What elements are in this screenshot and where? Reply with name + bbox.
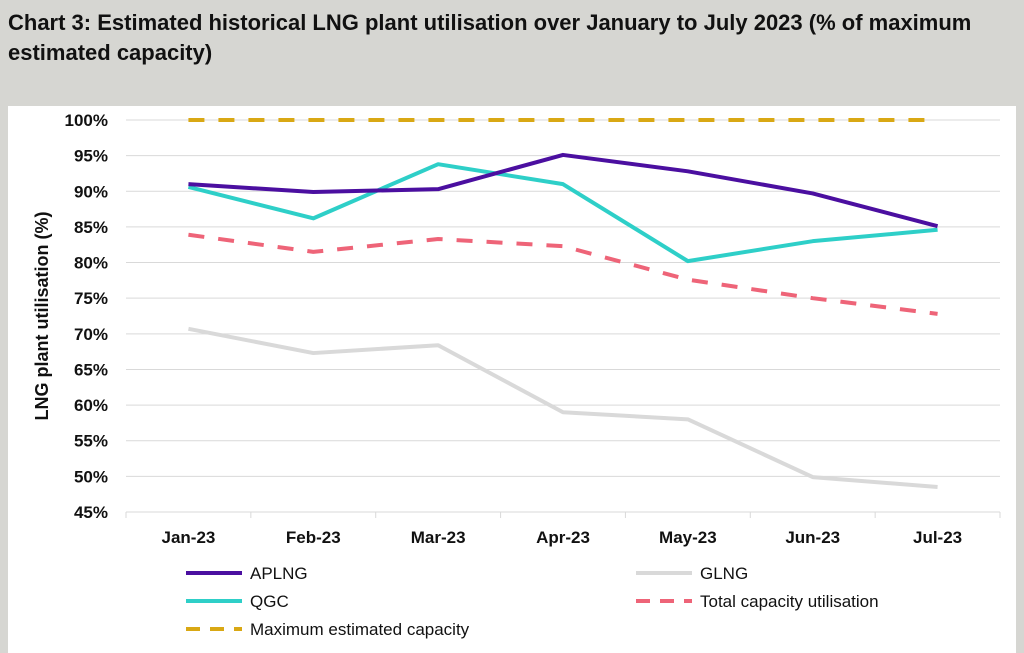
x-tick-label: Jul-23 xyxy=(913,528,962,547)
x-tick-label: Jan-23 xyxy=(161,528,215,547)
y-tick-label: 80% xyxy=(74,254,108,273)
x-tick-label: May-23 xyxy=(659,528,717,547)
x-tick-label: Mar-23 xyxy=(411,528,466,547)
y-axis-label: LNG plant utilisation (%) xyxy=(32,212,52,421)
x-tick-label: Jun-23 xyxy=(785,528,840,547)
series-line-aplng xyxy=(188,152,939,229)
y-tick-label: 50% xyxy=(74,467,108,486)
x-tick-label: Apr-23 xyxy=(536,528,590,547)
y-tick-label: 65% xyxy=(74,360,108,379)
chart-title: Chart 3: Estimated historical LNG plant … xyxy=(8,10,972,65)
y-tick-label: 95% xyxy=(74,147,108,166)
y-tick-label: 55% xyxy=(74,432,108,451)
legend-label: Total capacity utilisation xyxy=(700,592,879,611)
y-tick-label: 75% xyxy=(74,289,108,308)
series-line-total-capacity-utilisation xyxy=(188,232,938,316)
legend-label: QGC xyxy=(250,592,289,611)
legend-label: Maximum estimated capacity xyxy=(250,620,470,639)
series-line-glng xyxy=(188,326,938,490)
y-tick-label: 60% xyxy=(74,396,108,415)
x-tick-label: Feb-23 xyxy=(286,528,341,547)
series-line-qgc xyxy=(187,162,938,264)
legend-label: GLNG xyxy=(700,564,748,583)
y-tick-label: 100% xyxy=(65,111,108,130)
legend-label: APLNG xyxy=(250,564,308,583)
y-tick-label: 90% xyxy=(74,182,108,201)
y-tick-label: 85% xyxy=(74,218,108,237)
y-tick-label: 45% xyxy=(74,503,108,522)
y-tick-label: 70% xyxy=(74,325,108,344)
chart-panel xyxy=(8,106,1016,653)
